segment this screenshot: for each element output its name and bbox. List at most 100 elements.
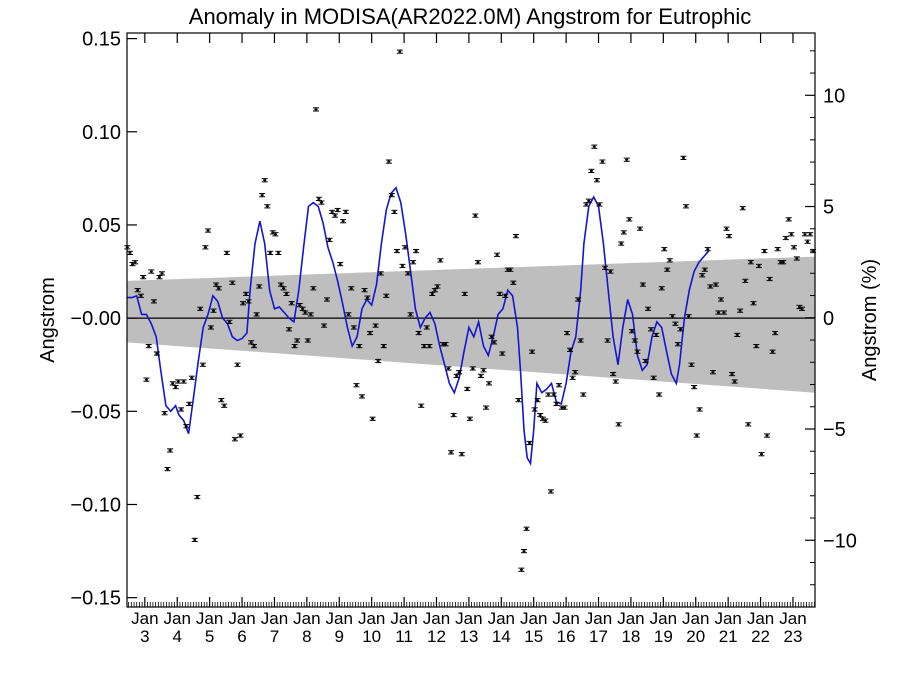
data-point [277,282,284,287]
data-point [580,392,587,397]
data-point [712,282,719,287]
x-tick-month-label: Jan [293,609,320,628]
data-point [158,271,165,276]
data-point [272,232,279,237]
data-point [294,338,301,343]
x-tick-year-label: 4 [172,627,181,646]
x-tick-month-label: Jan [682,609,709,628]
data-point [143,377,150,382]
data-point [704,247,711,252]
data-point [207,325,214,330]
data-point [734,332,741,338]
data-point [545,392,552,397]
data-point [429,291,436,297]
data-point [413,248,420,254]
data-point [226,319,233,324]
data-point [393,248,400,254]
data-point [774,247,781,252]
data-point [510,280,517,285]
data-point [485,381,492,386]
data-point [718,297,725,302]
data-point [604,338,611,343]
data-point [315,196,322,201]
data-point [480,368,487,373]
data-point [761,248,768,254]
x-tick-year-label: 15 [524,627,543,646]
data-point [237,433,244,438]
data-point [666,258,673,263]
data-point [434,284,441,289]
data-point [261,178,268,183]
data-point [164,466,171,472]
data-point [407,312,414,317]
data-point [693,433,700,438]
data-point [302,310,309,315]
y-tick-label-left: 0.05 [82,215,121,237]
x-tick-year-label: 10 [362,627,381,646]
data-point [699,273,706,278]
data-point [804,239,811,244]
data-point [709,370,716,375]
data-point [350,325,357,330]
x-tick-year-label: 17 [589,627,608,646]
data-point [442,342,449,347]
data-point [685,314,692,319]
y-tick-label-right: 0 [823,308,834,330]
data-point [502,293,509,298]
x-tick-year-label: 7 [270,627,279,646]
data-point [742,278,749,283]
data-point [664,267,671,272]
data-point [567,347,574,352]
data-point [723,226,730,231]
data-point [197,306,204,311]
data-point [426,343,433,349]
data-point [529,349,536,354]
data-point [264,204,271,209]
data-point [169,381,176,386]
data-point [337,261,344,267]
data-point [178,407,185,412]
y-tick-label-right: −5 [823,419,846,441]
data-point [547,489,554,494]
y-tick-label-left: 0.15 [82,29,121,51]
data-point [183,424,190,429]
data-point [280,286,287,291]
data-point [715,310,722,315]
data-point [218,398,225,403]
data-point [364,295,371,300]
data-point [323,297,330,302]
data-point [445,366,452,371]
data-point [134,288,141,293]
data-point [334,207,341,213]
data-point [518,567,525,572]
data-point [267,250,274,256]
data-point [799,306,806,311]
data-point [310,286,317,291]
data-point [537,412,544,418]
x-tick-year-label: 14 [492,627,511,646]
data-point [345,312,352,317]
data-point [790,245,797,250]
data-point [259,193,266,198]
data-point [150,299,157,304]
data-point [148,269,155,274]
data-point [531,407,538,412]
data-point [494,252,501,257]
data-point [234,362,241,367]
data-point [275,250,282,256]
data-point [680,155,687,160]
data-point [375,358,382,364]
data-point [477,373,484,379]
data-point [372,323,379,328]
data-point [253,312,260,317]
data-point [755,263,762,269]
data-point [450,412,457,418]
data-point [326,237,333,242]
data-point [215,286,222,291]
data-point [772,330,779,336]
data-point [575,297,582,302]
data-point [626,217,633,222]
data-point [515,398,522,403]
data-point [383,293,390,298]
